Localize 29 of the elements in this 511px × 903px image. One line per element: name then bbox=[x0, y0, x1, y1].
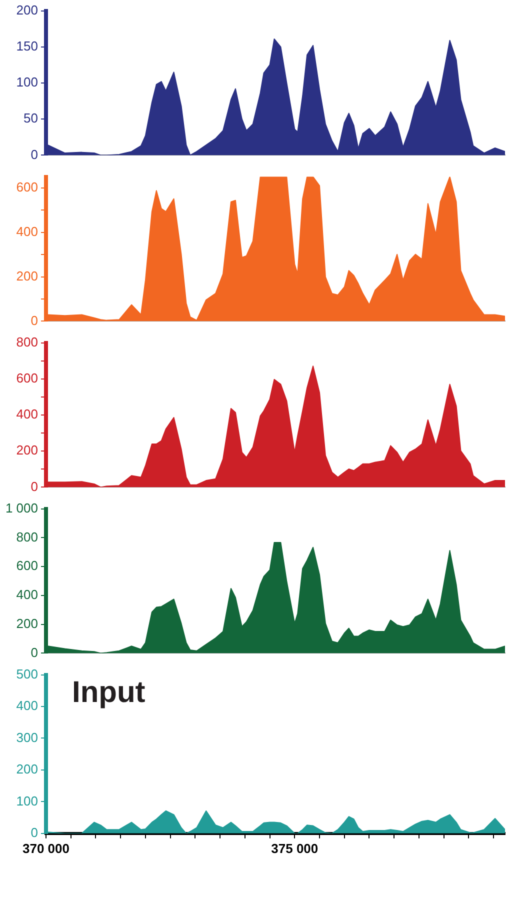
y-tick-label: 300 bbox=[16, 730, 38, 745]
y-tick-label: 200 bbox=[16, 762, 38, 777]
y-tick-label: 200 bbox=[16, 268, 38, 284]
y-tick-label: 600 bbox=[16, 370, 38, 386]
y-tick-label: 600 bbox=[16, 179, 38, 194]
x-tick-label: 375 000 bbox=[271, 840, 318, 856]
y-tick-label: 800 bbox=[16, 529, 38, 544]
y-tick-label: 0 bbox=[30, 146, 38, 162]
annotation: Input bbox=[72, 676, 146, 710]
x-tick-label: 370 000 bbox=[22, 840, 70, 856]
y-tick-label: 500 bbox=[16, 666, 38, 682]
y-tick-label: 1 000 bbox=[5, 500, 38, 516]
y-tick-label: 50 bbox=[24, 110, 38, 126]
y-tick-label: 200 bbox=[16, 2, 38, 18]
y-tick-label: 150 bbox=[16, 38, 38, 54]
y-tick-label: 400 bbox=[16, 698, 38, 714]
y-tick-label: 400 bbox=[16, 224, 38, 239]
y-tick-label: 100 bbox=[16, 793, 38, 808]
y-tick-label: 0 bbox=[30, 644, 38, 660]
y-tick-label: 200 bbox=[16, 616, 38, 631]
y-tick-label: 600 bbox=[16, 558, 38, 574]
y-tick-label: 200 bbox=[16, 442, 38, 458]
y-tick-label: 100 bbox=[16, 74, 38, 90]
y-tick-label: 400 bbox=[16, 406, 38, 422]
y-tick-label: 0 bbox=[30, 478, 38, 494]
y-tick-label: 0 bbox=[30, 312, 38, 328]
y-tick-label: 0 bbox=[30, 824, 38, 840]
y-tick-label: 400 bbox=[16, 587, 38, 602]
y-tick-label: 800 bbox=[16, 334, 38, 350]
